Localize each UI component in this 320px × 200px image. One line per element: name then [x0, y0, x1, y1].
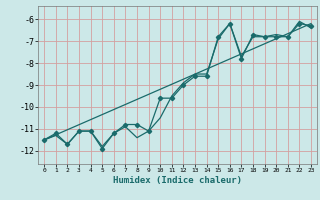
- X-axis label: Humidex (Indice chaleur): Humidex (Indice chaleur): [113, 176, 242, 185]
